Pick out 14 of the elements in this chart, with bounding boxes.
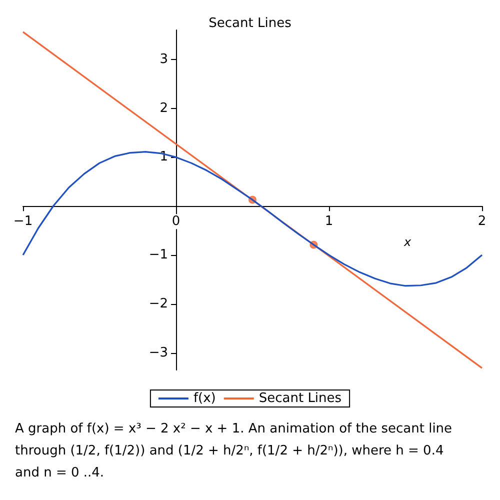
- legend-label: Secant Lines: [258, 391, 342, 406]
- text: A graph of f(x) = x³ − 2 x² − x + 1. An animation of the secant line through (1/2, f(1/2)) and (1/2 + h/2ⁿ, f(1/2 + h/2ⁿ)), where h = 0.4 and n = 0 ..4.: [15, 422, 456, 480]
- y-tick-label: −3: [148, 345, 168, 360]
- y-tick-label: −1: [148, 248, 168, 263]
- x-tick-label: 2: [478, 214, 486, 230]
- legend-label: f(x): [193, 391, 216, 406]
- y-tick-label: 2: [160, 100, 168, 116]
- x-axis-title: x: [402, 235, 412, 250]
- x-tick-label: −1: [13, 214, 33, 230]
- y-tick-label: −2: [148, 296, 168, 312]
- chart-title: Secant Lines: [208, 16, 292, 31]
- y-tick-label: 3: [160, 52, 168, 67]
- x-tick-label: 1: [324, 214, 334, 230]
- x-tick-label: 0: [172, 214, 180, 230]
